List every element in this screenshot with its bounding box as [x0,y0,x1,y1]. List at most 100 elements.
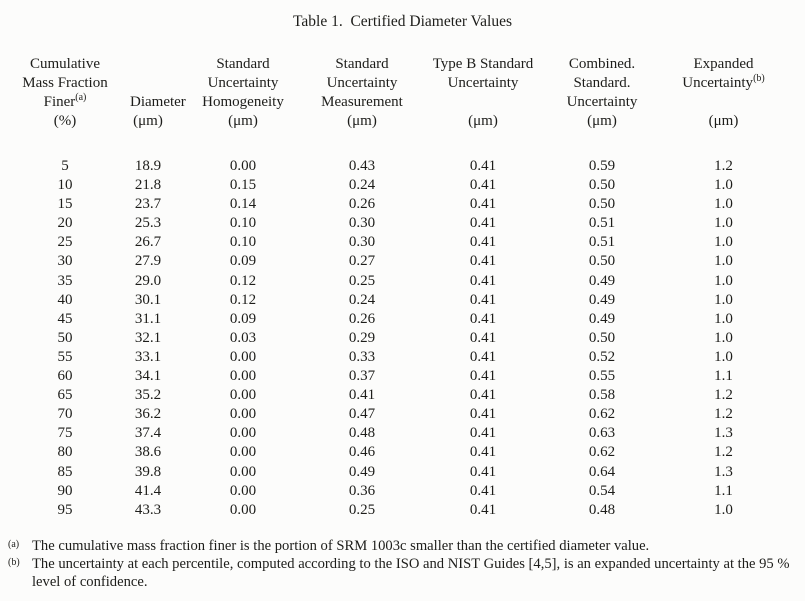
footnote: (b) The uncertainty at each percentile, c… [8,555,793,591]
footnote-text: The cumulative mass fraction finer is th… [32,537,793,555]
header-column-2: Standard Uncertainty Homogeneity (μm) [166,55,320,131]
table-cell: 5 [61,158,69,174]
table-cell: 0.41 [469,272,497,289]
table-cell: 0.00 [229,425,257,442]
table-cell: 0.03 [229,329,257,346]
table-cell: 1.2 [714,444,733,461]
footnote-ref: (b) [753,73,765,84]
column-header-line: Type B Standard [432,56,534,72]
table-cell: 45 [57,310,73,327]
table-cell: 1.0 [714,253,733,270]
column-header-line: Standard [335,56,389,72]
table-cell: 55 [57,348,73,365]
table-cell: 0.63 [588,425,616,442]
table-cell: 0.49 [588,291,616,308]
table-cell: 1.0 [714,310,733,327]
table-row: 50 32.1 0.03 0.29 0.41 0.50 1.0 [0,329,805,348]
table-cell: 0.00 [229,444,257,461]
table-cell: 0.41 [469,329,497,346]
footnote-ref: (a) [75,92,87,103]
column-header-line: (μm) [468,113,498,129]
table-cell: 1.0 [714,272,733,289]
table-cell: 0.15 [229,177,257,194]
header-column-3: Standard Uncertainty Measurement (μm) [320,55,404,131]
table-cell: 1.2 [714,387,733,404]
table-cell: 0.58 [588,387,616,404]
table-cell: 0.62 [588,444,616,461]
table-cell: 25.3 [134,215,162,232]
table-row: 90 41.4 0.00 0.36 0.41 0.54 1.1 [0,482,805,501]
table-row: 45 31.1 0.09 0.26 0.41 0.49 1.0 [0,310,805,329]
table-cell: 0.41 [469,215,497,232]
table-cell: 0.49 [588,310,616,327]
table-cell: 0.49 [588,272,616,289]
table-cell: 0.50 [588,329,616,346]
table-row: 65 35.2 0.00 0.41 0.41 0.58 1.2 [0,386,805,405]
table-cell: 1.1 [714,482,733,499]
table-cell: 0.59 [588,158,616,174]
table-row: 85 39.8 0.00 0.49 0.41 0.64 1.3 [0,463,805,482]
column-header-line: Expanded [693,56,754,72]
table-cell: 0.48 [348,425,376,442]
table-cell: 1.0 [714,501,733,518]
table-cell: 50 [57,329,73,346]
table-cell: 0.25 [348,501,376,518]
table-cell: 1.0 [714,177,733,194]
table-cell: 10 [57,177,73,194]
column-header-line: (μm) [708,113,739,129]
table-cell: 0.26 [348,310,376,327]
header-column-4: Type B Standard Uncertainty (μm) [404,55,562,131]
table-cell: 23.7 [134,196,162,213]
column-header-line: Mass Fraction [22,75,108,91]
footnote-text-line: The uncertainty at each percentile, comp… [32,555,790,572]
table-cell: 1.0 [714,329,733,346]
table-cell: 0.41 [469,444,497,461]
table-row: 15 23.7 0.14 0.26 0.41 0.50 1.0 [0,195,805,214]
table-cell: 0.41 [469,387,497,404]
table-cell: 0.48 [588,501,616,518]
table-cell: 85 [57,463,73,480]
footnote-text-line: level of confidence. [32,574,148,591]
table-cell: 0.41 [469,253,497,270]
table-cell: 21.8 [134,177,162,194]
table-cell: 65 [57,387,73,404]
column-header-line [130,55,166,74]
table-cell: 0.41 [469,158,497,174]
table-cell: 0.54 [588,482,616,499]
table-cell: 30 [57,253,73,270]
header-column-0: Cumulative Mass Fraction Finer(a) (%) [0,55,130,131]
table-cell: 0.00 [229,387,257,404]
column-header-line: Diameter [130,94,186,110]
table-cell: 20 [57,215,73,232]
table-cell: 0.00 [229,501,257,518]
table-cell: 0.12 [229,272,257,289]
table-row: 20 25.3 0.10 0.30 0.41 0.51 1.0 [0,214,805,233]
table-cell: 18.9 [134,158,162,174]
header-column-5: Combined. Standard. Uncertainty (μm) [562,55,642,131]
table-row: 10 21.8 0.15 0.24 0.41 0.50 1.0 [0,176,805,195]
table-cell: 90 [57,482,73,499]
table-cell: 0.41 [348,387,376,404]
table-cell: 0.51 [588,215,616,232]
table-cell: 0.47 [348,406,376,423]
table-row: 30 27.9 0.09 0.27 0.41 0.50 1.0 [0,252,805,271]
table-cell: 0.50 [588,196,616,213]
table-cell: 25 [57,234,73,251]
column-header-line: (μm) [133,113,163,129]
table-cell: 0.62 [588,406,616,423]
table-cell: 0.12 [229,291,257,308]
table-row: 80 38.6 0.00 0.46 0.41 0.62 1.2 [0,443,805,462]
table-cell: 0.10 [229,234,257,251]
table-cell: 37.4 [134,425,162,442]
table-cell: 0.27 [348,253,376,270]
table-cell: 0.29 [348,329,376,346]
table-cell: 41.4 [134,482,162,499]
table-body: 5 18.9 0.00 0.43 0.41 0.59 1.2 10 21.8 0.15 0.24 0.… [0,157,805,520]
table-row: 60 34.1 0.00 0.37 0.41 0.55 1.1 [0,367,805,386]
table-row: 75 37.4 0.00 0.48 0.41 0.63 1.3 [0,424,805,443]
table-cell: 0.41 [469,291,497,308]
table-cell: 36.2 [134,406,162,423]
column-header-line: (μm) [347,113,377,129]
table-cell: 1.0 [714,215,733,232]
table-cell: 1.3 [714,463,733,480]
